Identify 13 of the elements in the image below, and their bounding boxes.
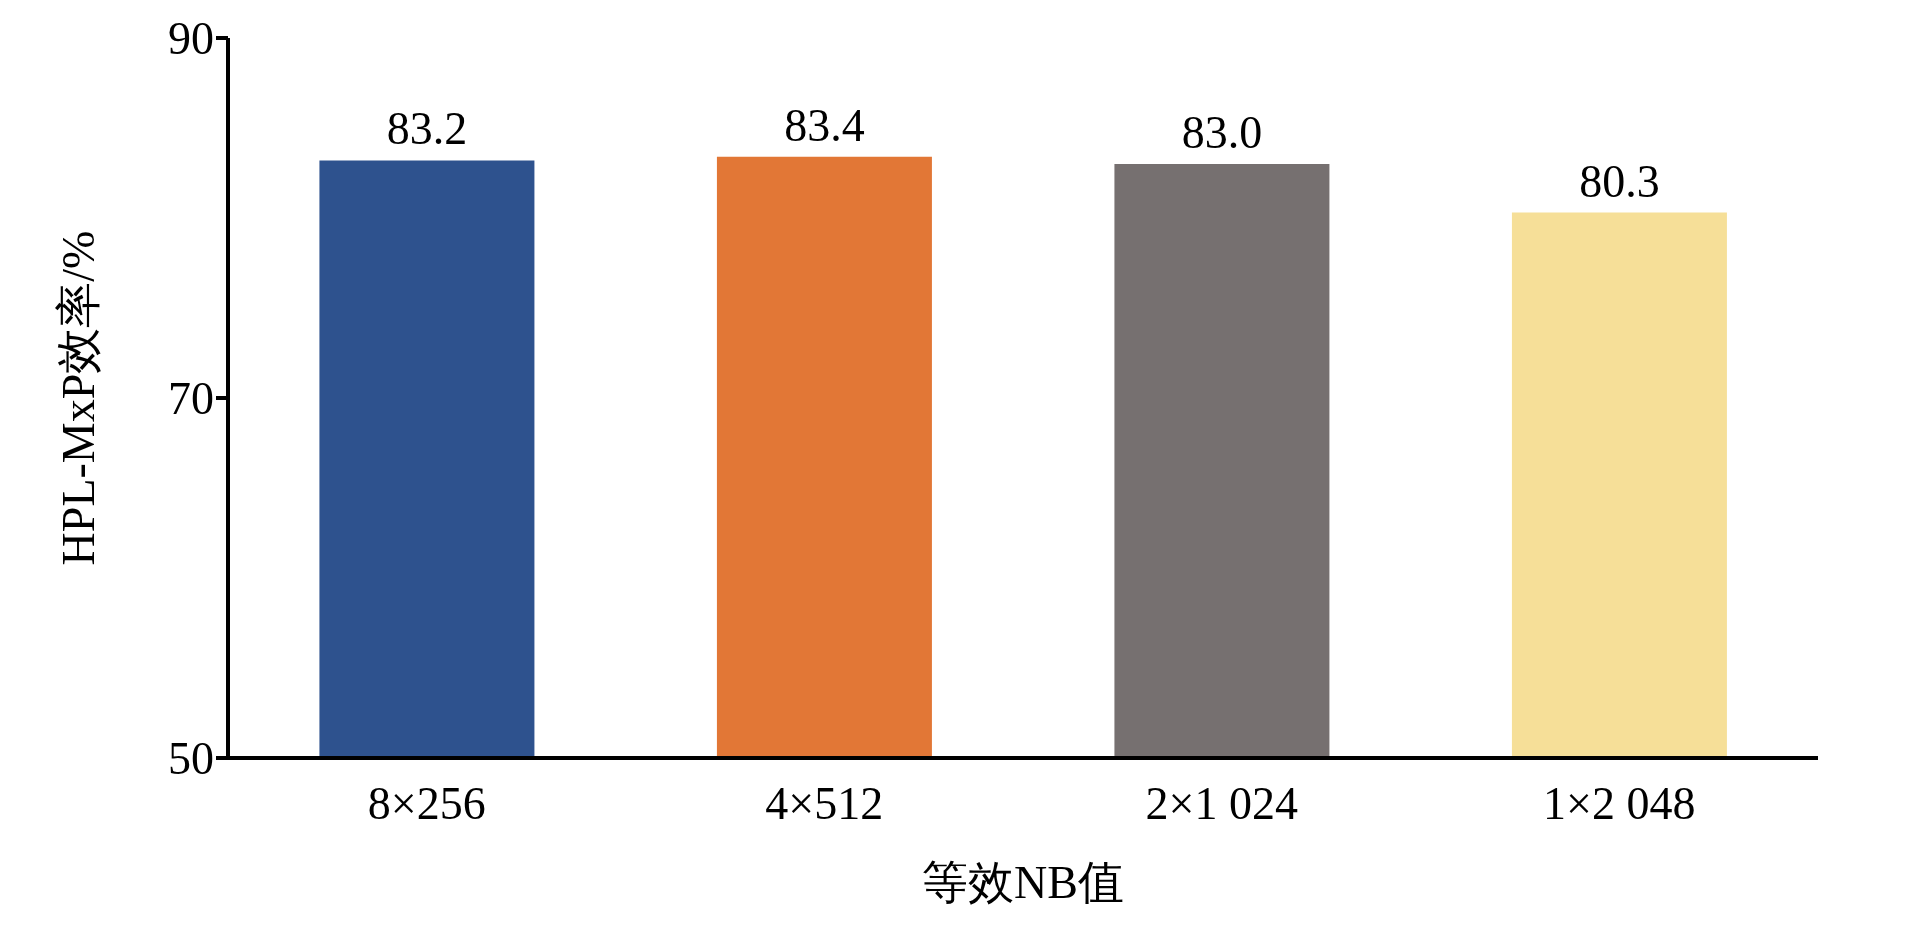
y-tick-label: 50 [168,733,214,785]
y-axis-title: HPL-MxP效率/% [53,230,105,566]
y-tick-label: 70 [168,373,214,425]
data-label: 83.4 [784,99,865,151]
y-tick-label: 90 [168,13,214,65]
x-tick-label: 8×256 [367,777,486,829]
data-label: 83.2 [386,103,468,155]
x-tick-label: 2×1 024 [1145,777,1298,829]
x-tick-label: 4×512 [765,777,884,829]
data-label: 80.3 [1579,155,1660,207]
data-label: 83.0 [1181,107,1263,158]
x-tick-label: 1×2 048 [1543,777,1696,829]
x-axis-title: 等效NB值 [922,857,1124,908]
